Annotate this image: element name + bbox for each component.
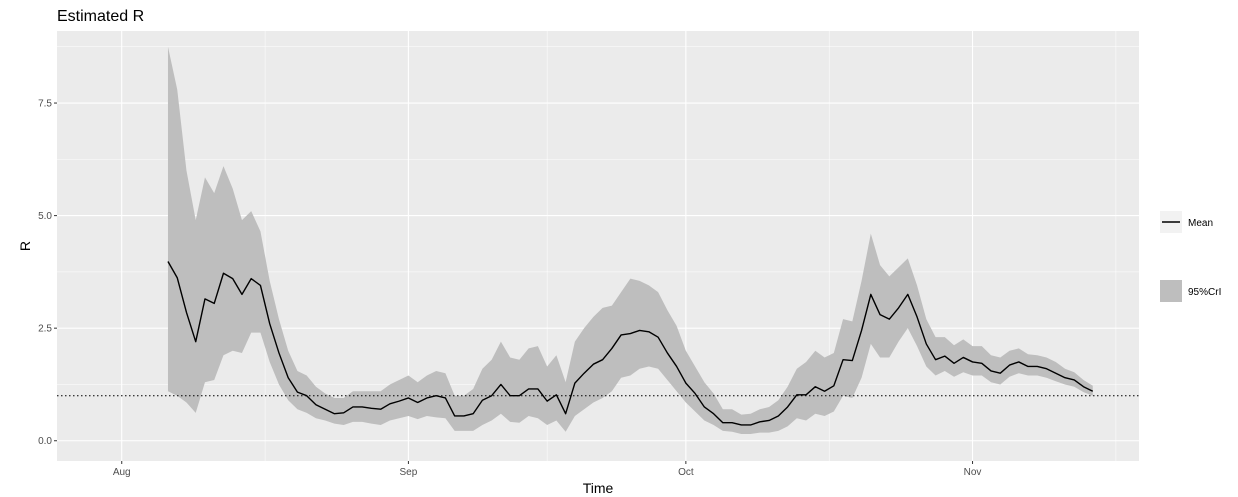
x-axis: Aug Sep Oct Nov xyxy=(113,461,982,478)
x-tick-label: Sep xyxy=(400,467,418,478)
legend-label-crI: 95%CrI xyxy=(1188,287,1221,298)
y-axis: 0.0 2.5 5.0 7.5 xyxy=(38,99,57,447)
credible-interval-band xyxy=(167,46,1093,434)
y-tick-label: 7.5 xyxy=(38,99,52,110)
mean-line xyxy=(167,261,1094,426)
chart-title: Estimated R xyxy=(57,8,144,25)
y-tick-label: 0.0 xyxy=(38,436,52,447)
x-tick-label: Oct xyxy=(678,467,694,478)
legend-label-mean: Mean xyxy=(1188,218,1213,229)
legend-item-mean: Mean xyxy=(1160,211,1213,233)
minor-gridlines-y xyxy=(57,46,1139,385)
y-axis-title: R xyxy=(17,241,33,251)
y-tick-label: 5.0 xyxy=(38,211,52,222)
x-tick-label: Nov xyxy=(964,467,982,478)
legend-band-icon xyxy=(1160,280,1182,302)
x-tick-label: Aug xyxy=(113,467,131,478)
legend-item-crI: 95%CrI xyxy=(1160,280,1221,302)
legend: Mean 95%CrI xyxy=(1160,211,1221,302)
y-tick-label: 2.5 xyxy=(38,324,52,335)
x-axis-title: Time xyxy=(583,480,614,496)
